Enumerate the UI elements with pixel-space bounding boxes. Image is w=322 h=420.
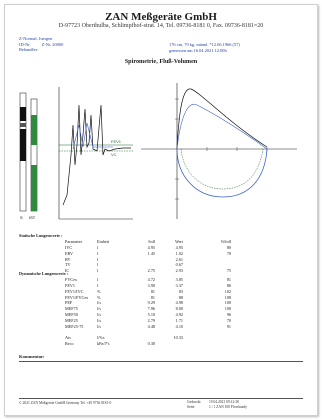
table-row: Reco kPa/l*s 0.30 bbox=[19, 341, 231, 347]
footer-printed-label: Gedruckt: bbox=[187, 400, 202, 404]
patient-measure-block: 176 cm, 70 kg, männl. *12.06.1966 (57) g… bbox=[169, 42, 240, 53]
ats-value: 10.33 bbox=[173, 335, 183, 340]
fv-inspiratory-loop bbox=[176, 148, 268, 198]
static-table-title: Statische Lungenwerte : bbox=[19, 233, 63, 238]
vt-tidal-curve bbox=[62, 104, 131, 206]
pred-bar-erv bbox=[20, 107, 26, 121]
dynamic-table-title: Dynamische Lungenwerte : bbox=[19, 271, 69, 276]
section-title: Spirometrie, Fluß-Volumen bbox=[124, 58, 198, 65]
footer-copyright: © 2021 ZAN Meßgeräte GmbH Germany Tel. +… bbox=[19, 401, 112, 405]
reco-label: Reco bbox=[65, 340, 74, 346]
report-page: ZAN Meßgeräte GmbH D-97723 Oberthulba, S… bbox=[4, 4, 318, 416]
hdr-actual: Wert bbox=[174, 238, 183, 244]
table-row: Ats l/%s 10.33 bbox=[19, 335, 231, 341]
hdr-pct: %Soll bbox=[220, 238, 231, 244]
table-row: IVC l 4.95 4.95 80 bbox=[65, 244, 231, 250]
flow-volume-chart bbox=[141, 83, 297, 219]
vt-vc-label: VC bbox=[111, 152, 117, 157]
patient-stats: 176 cm, 70 kg, männl. *12.06.1966 (57) bbox=[169, 42, 240, 47]
patient-id-value: Z-Nr. 20000 bbox=[41, 41, 64, 47]
dynamic-table: Dynamische Lungenwerte : FVCex l 4.72 3.85 8… bbox=[19, 271, 231, 330]
table-row: PEF l/s 9.29 4.98 100 bbox=[65, 300, 231, 306]
footer-divider bbox=[19, 398, 303, 399]
table-row: FEV1/IVC% 81 83 102 bbox=[65, 288, 231, 294]
table-row: FEV1/FVCex% 81 88 108 bbox=[65, 294, 231, 300]
reco-value: 0.30 bbox=[147, 340, 155, 346]
volume-bar-chart: S IST bbox=[19, 92, 38, 220]
resistance-table: Ats l/%s 10.33 Reco kPa/l*s 0.30 bbox=[19, 335, 231, 347]
static-table: Statische Lungenwerte : Parameter Einhei… bbox=[19, 233, 231, 274]
table-row: FEV1 l 3.90 3.37 86 bbox=[65, 282, 231, 288]
table-row: TV l 0.67 bbox=[65, 262, 183, 268]
vt-fvc-curve bbox=[72, 122, 113, 150]
physician-label: Behandler: bbox=[19, 47, 39, 53]
table-row: RV l 2.61 bbox=[65, 256, 183, 262]
table-row: MEF50 l/s 5.10 4.92 96 bbox=[65, 312, 231, 318]
patient-name: Z-Normal, Juergen bbox=[19, 36, 53, 41]
fv-expiratory-predicted bbox=[176, 103, 268, 150]
hdr-param: Parameter bbox=[65, 238, 82, 244]
bar-label-ist: IST bbox=[29, 215, 36, 220]
footer-page-info: 1 / 1 ZAN 100 Flowhandy bbox=[209, 405, 248, 409]
ats-label: Ats bbox=[65, 335, 71, 340]
fv-inspiratory-ref bbox=[180, 148, 264, 190]
static-header-row: Parameter Einheit Soll Wert %Soll bbox=[19, 239, 231, 245]
pred-bar-tv bbox=[20, 123, 26, 127]
table-row: IC l 2.75 2.93 75 bbox=[65, 268, 231, 274]
actual-bar-lower bbox=[31, 165, 37, 211]
comment-label: Kommentar: bbox=[19, 354, 45, 359]
actual-bar-upper bbox=[31, 115, 37, 145]
fv-expiratory-measured bbox=[176, 88, 268, 150]
table-row: MEF75 l/s 7.96 8.00 100 bbox=[65, 306, 231, 312]
hdr-pred: Soll bbox=[148, 238, 155, 244]
table-row: FVCex l 4.72 3.85 81 bbox=[65, 276, 231, 282]
company-name: ZAN Meßgeräte GmbH bbox=[105, 11, 217, 23]
footer-printed-date: 19.04.2021 09:12:38 bbox=[209, 400, 239, 404]
bar-label-pred: S bbox=[20, 215, 23, 220]
patient-id-label: ID-Nr. bbox=[19, 41, 31, 47]
pred-bar-ic bbox=[20, 129, 26, 161]
ats-unit: l/%s bbox=[97, 335, 105, 340]
table-row: MEF25-75 l/s 4.48 4.10 91 bbox=[65, 324, 231, 330]
volume-time-chart: FEV1 VC bbox=[58, 87, 133, 220]
hdr-unit: Einheit bbox=[97, 238, 110, 244]
reco-unit: kPa/l*s bbox=[97, 340, 110, 346]
table-row: ERV l 1.45 1.02 70 bbox=[65, 250, 231, 256]
measure-date: gemessen am 16.04.2021 12:00h bbox=[169, 47, 227, 53]
comment-divider bbox=[19, 361, 303, 362]
patient-block: Z-Normal, Juergen ID-Nr. Z-Nr. 20000 Beh… bbox=[19, 36, 63, 53]
table-row: MEF25 l/s 2.79 1.71 70 bbox=[65, 318, 231, 324]
vt-fev1-label: FEV1 bbox=[111, 139, 122, 144]
company-address: D-97723 Oberthulba, Schlimpfhof-strat. 1… bbox=[58, 23, 264, 29]
footer-page-label: Seite: bbox=[187, 405, 196, 409]
